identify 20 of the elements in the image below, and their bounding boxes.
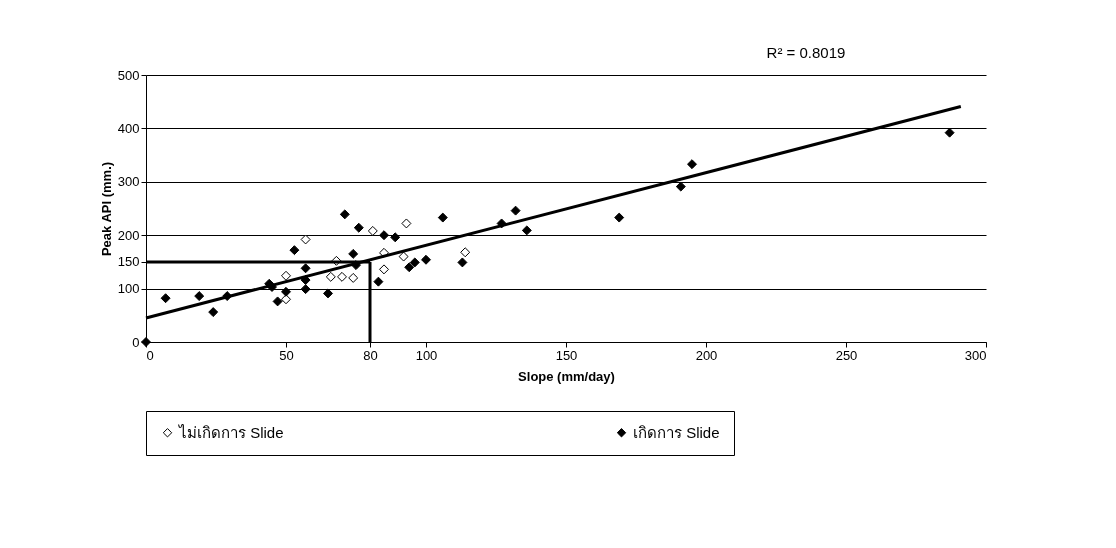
x-tick-label: 80 [363, 347, 378, 363]
text: R² = 0.8019 [766, 44, 846, 61]
x-axis-title: Slope (mm/day) [518, 368, 615, 384]
y-tick-label: 400 [117, 120, 140, 136]
y-tick-label: 0 [132, 334, 140, 350]
x-tick-label: 0 [146, 347, 154, 363]
legend-label: เกิดการ Slide [633, 423, 720, 441]
legend-label: ไม่เกิดการ Slide [178, 423, 284, 441]
y-tick-label: 150 [117, 254, 140, 270]
y-tick-label: 500 [117, 67, 140, 83]
x-tick-label: 150 [555, 347, 578, 363]
y-tick-label: 200 [117, 227, 140, 243]
x-tick-label: 300 [964, 347, 987, 363]
x-tick-label: 200 [695, 347, 718, 363]
y-tick-label: 100 [117, 281, 140, 297]
x-tick-label: 50 [279, 347, 294, 363]
y-tick-label: 300 [117, 174, 140, 190]
x-tick-label: 100 [415, 347, 438, 363]
x-tick-label: 250 [835, 347, 858, 363]
y-axis-title: Peak API (mm.) [98, 161, 114, 257]
